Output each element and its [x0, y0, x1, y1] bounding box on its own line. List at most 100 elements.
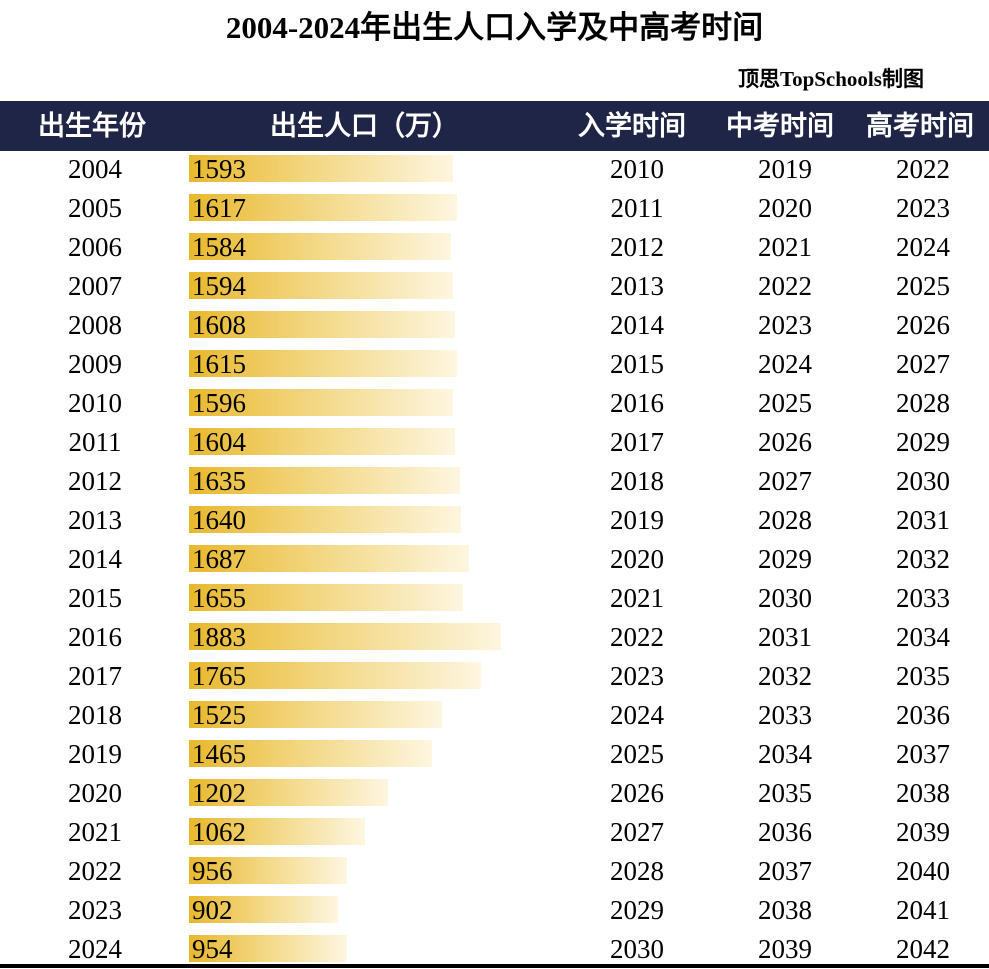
births-value-label: 1593 — [192, 154, 246, 184]
header-school-entry: 入学时间 — [578, 111, 686, 141]
gaokao-cell: 2027 — [896, 349, 950, 379]
school-entry-cell: 2023 — [610, 661, 664, 691]
zhongkao-cell: 2032 — [758, 661, 812, 691]
gaokao-cell: 2040 — [896, 856, 950, 886]
zhongkao-cell: 2034 — [758, 739, 812, 769]
school-entry-cell: 2020 — [610, 544, 664, 574]
births-value-label: 902 — [192, 895, 233, 925]
birth-year-cell: 2022 — [68, 856, 122, 886]
table-row: 2018 1525 2024 2033 2036 — [0, 696, 989, 735]
births-value-label: 1687 — [192, 544, 246, 574]
zhongkao-cell: 2021 — [758, 232, 812, 262]
births-bar — [189, 701, 442, 728]
school-entry-cell: 2018 — [610, 466, 664, 496]
births-value-label: 1765 — [192, 661, 246, 691]
school-entry-cell: 2028 — [610, 856, 664, 886]
table-row: 2020 1202 2026 2035 2038 — [0, 774, 989, 813]
table-row: 2011 1604 2017 2026 2029 — [0, 423, 989, 462]
school-entry-cell: 2012 — [610, 232, 664, 262]
births-value-label: 1635 — [192, 466, 246, 496]
birth-year-cell: 2009 — [68, 349, 122, 379]
table-row: 2016 1883 2022 2031 2034 — [0, 618, 989, 657]
birth-year-cell: 2014 — [68, 544, 122, 574]
school-entry-cell: 2025 — [610, 739, 664, 769]
gaokao-cell: 2034 — [896, 622, 950, 652]
zhongkao-cell: 2035 — [758, 778, 812, 808]
gaokao-cell: 2035 — [896, 661, 950, 691]
births-bar — [189, 194, 457, 221]
births-bar — [189, 233, 451, 260]
birth-year-cell: 2012 — [68, 466, 122, 496]
birth-year-cell: 2013 — [68, 505, 122, 535]
births-value-label: 1883 — [192, 622, 246, 652]
birth-year-cell: 2015 — [68, 583, 122, 613]
school-entry-cell: 2029 — [610, 895, 664, 925]
birth-year-cell: 2007 — [68, 271, 122, 301]
zhongkao-cell: 2020 — [758, 193, 812, 223]
births-bar — [189, 350, 457, 377]
gaokao-cell: 2037 — [896, 739, 950, 769]
births-value-label: 1655 — [192, 583, 246, 613]
gaokao-cell: 2031 — [896, 505, 950, 535]
births-value-label: 1617 — [192, 193, 246, 223]
gaokao-cell: 2033 — [896, 583, 950, 613]
zhongkao-cell: 2031 — [758, 622, 812, 652]
table-row: 2007 1594 2013 2022 2025 — [0, 267, 989, 306]
gaokao-cell: 2032 — [896, 544, 950, 574]
school-entry-cell: 2030 — [610, 934, 664, 964]
births-value-label: 1615 — [192, 349, 246, 379]
table-row: 2013 1640 2019 2028 2031 — [0, 501, 989, 540]
births-bar — [189, 467, 460, 494]
birth-year-cell: 2004 — [68, 154, 122, 184]
births-bar — [189, 506, 461, 533]
header-zhongkao: 中考时间 — [726, 111, 834, 141]
births-bar — [189, 428, 455, 455]
births-value-label: 1596 — [192, 388, 246, 418]
births-bar — [189, 272, 453, 299]
births-value-label: 954 — [192, 934, 233, 964]
zhongkao-cell: 2025 — [758, 388, 812, 418]
gaokao-cell: 2026 — [896, 310, 950, 340]
table-row: 2023 902 2029 2038 2041 — [0, 891, 989, 930]
zhongkao-cell: 2024 — [758, 349, 812, 379]
school-entry-cell: 2014 — [610, 310, 664, 340]
school-entry-cell: 2017 — [610, 427, 664, 457]
zhongkao-cell: 2033 — [758, 700, 812, 730]
birth-year-cell: 2019 — [68, 739, 122, 769]
births-bar — [189, 740, 432, 767]
births-bar — [189, 389, 453, 416]
birth-year-cell: 2017 — [68, 661, 122, 691]
school-entry-cell: 2013 — [610, 271, 664, 301]
gaokao-cell: 2038 — [896, 778, 950, 808]
births-bar — [189, 311, 455, 338]
births-bar — [189, 818, 365, 845]
school-entry-cell: 2021 — [610, 583, 664, 613]
births-value-label: 1604 — [192, 427, 246, 457]
header-births: 出生人口（万） — [270, 111, 459, 141]
gaokao-cell: 2039 — [896, 817, 950, 847]
births-bar — [189, 584, 463, 611]
school-entry-cell: 2011 — [610, 193, 664, 223]
school-entry-cell: 2010 — [610, 154, 664, 184]
school-entry-cell: 2024 — [610, 700, 664, 730]
zhongkao-cell: 2039 — [758, 934, 812, 964]
school-entry-cell: 2027 — [610, 817, 664, 847]
birth-year-cell: 2016 — [68, 622, 122, 652]
births-bar — [189, 779, 388, 806]
school-entry-cell: 2015 — [610, 349, 664, 379]
zhongkao-cell: 2027 — [758, 466, 812, 496]
table-row: 2024 954 2030 2039 2042 — [0, 930, 989, 969]
zhongkao-cell: 2028 — [758, 505, 812, 535]
table-row: 2022 956 2028 2037 2040 — [0, 852, 989, 891]
birth-year-cell: 2024 — [68, 934, 122, 964]
births-value-label: 1465 — [192, 739, 246, 769]
table-header: 出生年份 出生人口（万） 入学时间 中考时间 高考时间 — [0, 101, 989, 151]
table-row: 2008 1608 2014 2023 2026 — [0, 306, 989, 345]
birth-year-cell: 2006 — [68, 232, 122, 262]
birth-year-cell: 2021 — [68, 817, 122, 847]
header-birth-year: 出生年份 — [38, 111, 146, 141]
births-value-label: 1608 — [192, 310, 246, 340]
births-bar — [189, 935, 347, 962]
table-row: 2006 1584 2012 2021 2024 — [0, 228, 989, 267]
gaokao-cell: 2036 — [896, 700, 950, 730]
